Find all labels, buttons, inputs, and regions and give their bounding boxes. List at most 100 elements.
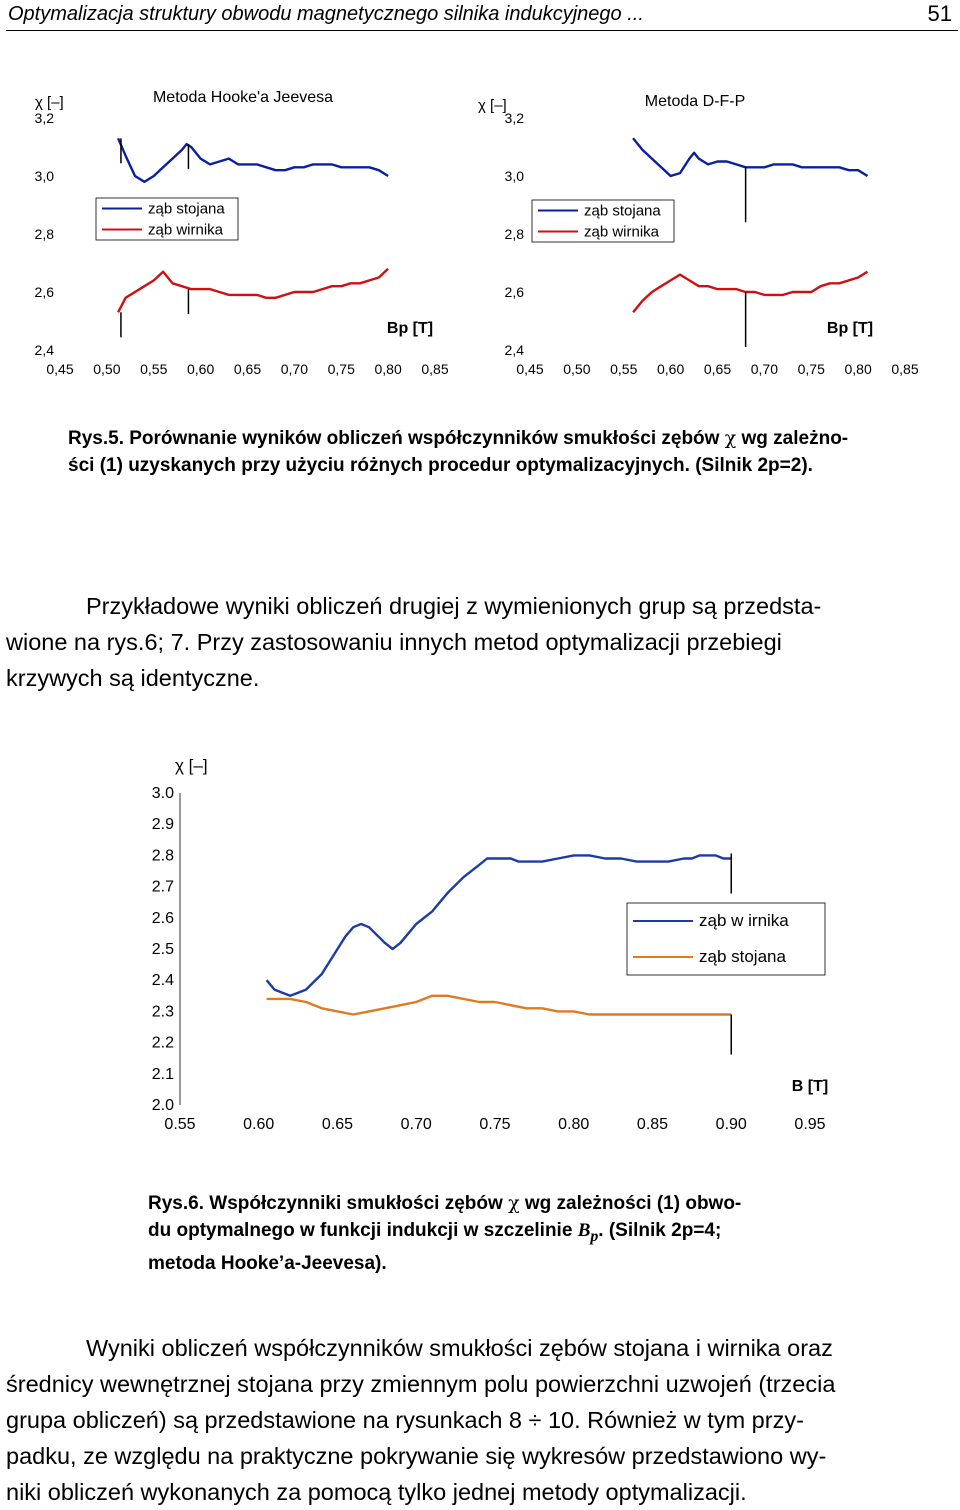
x-tick-label: 0,80 xyxy=(375,361,402,377)
x-tick-label: 0.85 xyxy=(637,1116,668,1133)
y-tick-label: 2.5 xyxy=(152,941,174,958)
series-line xyxy=(117,267,389,313)
legend-label: ząb wirnika xyxy=(584,224,660,241)
caption-text: wg zależno- xyxy=(736,428,849,449)
legend-label: ząb stojana xyxy=(584,203,661,220)
x-tick-label: 0.80 xyxy=(558,1116,589,1133)
y-tick-label: 2.8 xyxy=(152,847,174,864)
x-tick-label: 0,55 xyxy=(140,361,167,377)
paragraph-line: wione na rys.6; 7. Przy zastosowaniu inn… xyxy=(6,629,782,655)
y-axis-label: χ [–] xyxy=(478,97,507,114)
caption-text: ści (1) uzyskanych przy użyciu różnych p… xyxy=(68,455,813,476)
paragraph: Wyniki obliczeń współczynników smukłości… xyxy=(6,1330,956,1510)
caption-text: Współczynniki smukłości zębów xyxy=(203,1193,509,1214)
y-tick-label: 2,6 xyxy=(35,284,55,300)
x-tick-label: 0.55 xyxy=(164,1116,195,1133)
chi-symbol: χ xyxy=(508,1192,520,1214)
x-tick-label: 0.90 xyxy=(716,1116,747,1133)
series-line xyxy=(116,137,389,183)
series-line xyxy=(632,270,869,314)
figure-caption-5: Rys.5. Porównanie wyników obliczeń współ… xyxy=(68,425,958,479)
x-tick-label: 0,60 xyxy=(657,361,684,377)
x-axis-label: B [T] xyxy=(792,1078,828,1095)
y-axis-label: χ [–] xyxy=(175,756,208,775)
chart-title: Metoda D-F-P xyxy=(645,93,745,110)
bp-subscript: p xyxy=(590,1227,599,1245)
x-tick-label: 0.60 xyxy=(243,1116,274,1133)
chart-title: Metoda Hooke'a Jeevesa xyxy=(153,89,333,106)
y-tick-label: 2.9 xyxy=(152,816,174,833)
x-tick-label: 0,65 xyxy=(704,361,731,377)
y-tick-label: 2.2 xyxy=(152,1035,174,1052)
x-axis-label: Bp [T] xyxy=(827,320,873,337)
y-tick-label: 3,2 xyxy=(505,110,525,126)
chart-hooke-jeeves: 2,4 2,6 2,8 3,0 3,2 0,45 0,50 0,55 0,60 0,65 0,70 0… xyxy=(35,89,449,377)
y-axis-label: χ [–] xyxy=(35,94,64,111)
y-tick-label: 3,0 xyxy=(35,168,55,184)
y-tick-label: 3.0 xyxy=(152,785,174,802)
series-line xyxy=(265,854,732,997)
paragraph-line: krzywych są identyczne. xyxy=(6,665,260,691)
y-tick-label: 3,0 xyxy=(505,168,525,184)
y-tick-label: 2.6 xyxy=(152,910,174,927)
x-tick-label: 0.65 xyxy=(322,1116,353,1133)
caption-label: Rys.5. xyxy=(68,428,124,449)
paragraph-line: Wyniki obliczeń współczynników smukłości… xyxy=(86,1335,833,1361)
x-tick-label: 0,65 xyxy=(234,361,261,377)
caption-text: metoda Hooke’a-Jeevesa). xyxy=(148,1252,387,1274)
caption-text: . (Silnik 2p=4; xyxy=(598,1220,722,1241)
y-tick-label: 2.0 xyxy=(152,1097,174,1114)
x-tick-label: 0,85 xyxy=(891,361,918,377)
chart-dfp: 2,4 2,6 2,8 3,0 3,2 0,45 0,50 0,55 0,60 0,65 0,70 0… xyxy=(478,93,919,377)
y-tick-label: 2.7 xyxy=(152,879,174,896)
y-tick-label: 2.3 xyxy=(152,1003,174,1020)
figure-caption-6: Rys.6. Współczynniki smukłości zębów χ w… xyxy=(148,1190,860,1277)
x-tick-label: 0,75 xyxy=(328,361,355,377)
paragraph: Przykładowe wyniki obliczeń drugiej z wy… xyxy=(6,588,956,696)
paragraph-line: Przykładowe wyniki obliczeń drugiej z wy… xyxy=(86,593,822,619)
legend-label: ząb wirnika xyxy=(148,222,224,239)
page-number: 51 xyxy=(927,1,952,26)
y-tick-label: 2,4 xyxy=(35,342,55,358)
y-tick-label: 2,6 xyxy=(505,284,525,300)
legend-label: ząb stojana xyxy=(148,201,225,218)
y-tick-label: 2,8 xyxy=(35,226,55,242)
page-header: Optymalizacja struktury obwodu magnetycz… xyxy=(6,0,958,31)
x-tick-label: 0,55 xyxy=(610,361,637,377)
x-tick-label: 0,45 xyxy=(46,361,73,377)
legend-label: ząb stojana xyxy=(699,947,786,966)
x-tick-label: 0.70 xyxy=(401,1116,432,1133)
caption-text: du optymalnego w funkcji indukcji w szcz… xyxy=(148,1220,578,1241)
y-tick-label: 2.4 xyxy=(152,972,174,989)
paragraph-line: niki obliczeń wykonanych za pomocą tylko… xyxy=(6,1479,747,1505)
x-axis-label: Bp [T] xyxy=(387,320,433,337)
x-tick-label: 0,60 xyxy=(187,361,214,377)
x-tick-label: 0,70 xyxy=(281,361,308,377)
chi-symbol: χ xyxy=(724,427,737,449)
y-tick-label: 3,2 xyxy=(35,110,55,126)
x-tick-label: 0,85 xyxy=(421,361,448,377)
caption-text: Porównanie wyników obliczeń współczynnik… xyxy=(123,428,725,449)
y-tick-label: 2,4 xyxy=(505,342,525,358)
legend-box xyxy=(626,902,826,976)
running-title: Optymalizacja struktury obwodu magnetycz… xyxy=(8,3,644,25)
x-tick-label: 0,70 xyxy=(751,361,778,377)
caption-text: wg zależności (1) obwo- xyxy=(519,1193,742,1214)
series-line xyxy=(266,994,732,1016)
paragraph-line: padku, ze względu na praktyczne pokrywan… xyxy=(6,1443,827,1469)
x-tick-label: 0,80 xyxy=(845,361,872,377)
legend-box xyxy=(531,199,675,243)
x-tick-label: 0,75 xyxy=(798,361,825,377)
x-tick-label: 0,50 xyxy=(93,361,120,377)
chart-hooke-jeeves-2p4: 2.0 2.1 2.2 2.3 2.4 2.5 2.6 2.7 2.8 2.9 3.0 0.55 0.6… xyxy=(152,756,828,1133)
x-tick-label: 0,50 xyxy=(563,361,590,377)
caption-label: Rys.6. xyxy=(148,1193,204,1214)
y-tick-label: 2.1 xyxy=(152,1066,174,1083)
paragraph-line: średnicy wewnętrznej stojana przy zmienn… xyxy=(6,1371,836,1397)
x-tick-label: 0.75 xyxy=(479,1116,510,1133)
y-tick-label: 2,8 xyxy=(505,226,525,242)
x-tick-label: 0.95 xyxy=(794,1116,825,1133)
legend-box xyxy=(95,197,239,241)
x-tick-label: 0,45 xyxy=(516,361,543,377)
legend-label: ząb w irnika xyxy=(699,911,789,930)
